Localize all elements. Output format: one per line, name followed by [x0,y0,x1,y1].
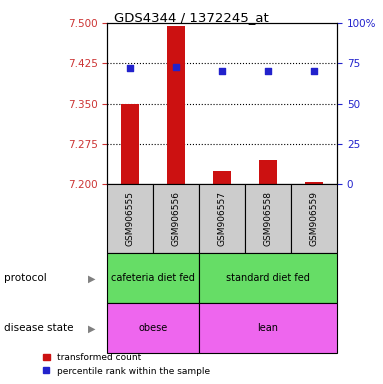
Bar [245,184,291,253]
Point [173,63,179,70]
Text: disease state: disease state [4,323,73,333]
Point [265,68,271,74]
Text: protocol: protocol [4,273,47,283]
Bar [259,160,277,184]
Text: GSM906556: GSM906556 [172,191,181,247]
Bar [213,171,231,184]
Text: GSM906559: GSM906559 [309,191,319,247]
Text: ▶: ▶ [88,323,96,333]
Bar [107,184,153,253]
Text: cafeteria diet fed: cafeteria diet fed [111,273,195,283]
Text: GSM906557: GSM906557 [218,191,227,247]
Bar [167,26,185,184]
Point [311,68,317,74]
Bar [305,182,323,184]
Legend: transformed count, percentile rank within the sample: transformed count, percentile rank withi… [43,353,210,376]
Bar [153,184,199,253]
Point [219,68,225,74]
Bar [199,184,245,253]
Bar [199,253,337,303]
Bar [107,253,199,303]
Text: GSM906555: GSM906555 [126,191,135,247]
Point [127,65,133,71]
Text: lean: lean [258,323,278,333]
Bar [199,303,337,353]
Bar [291,184,337,253]
Text: GDS4344 / 1372245_at: GDS4344 / 1372245_at [114,12,269,25]
Bar [107,303,199,353]
Text: GSM906558: GSM906558 [264,191,273,247]
Text: ▶: ▶ [88,273,96,283]
Bar [121,104,139,184]
Text: obese: obese [139,323,168,333]
Text: standard diet fed: standard diet fed [226,273,310,283]
